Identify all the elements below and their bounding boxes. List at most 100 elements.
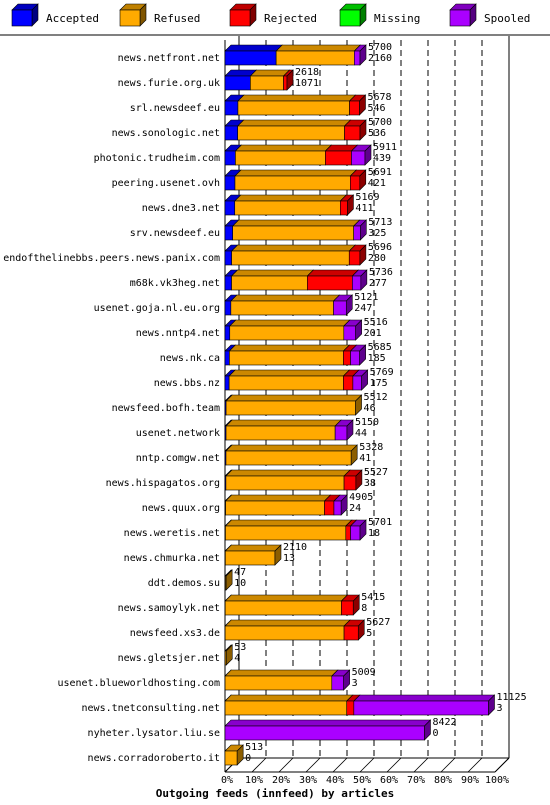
bar-accepted-label: 0: [245, 753, 251, 764]
bar-segment-accepted: [224, 375, 230, 391]
bar-segment-rejected: [349, 100, 360, 116]
bar-segment-rejected: [350, 175, 361, 191]
bar-segment-refused: [235, 150, 326, 166]
x-tick-label: 80%: [434, 775, 452, 786]
bar-accepted-label: 4: [234, 653, 240, 664]
bar-segment-spooled: [353, 700, 489, 716]
bar-segment-refused: [234, 200, 341, 216]
bar-top-refused: [237, 94, 357, 102]
bar-accepted-label: 0: [432, 728, 438, 739]
bar-segment-rejected: [346, 700, 355, 716]
bar-end-face: [360, 269, 368, 291]
bar-end-face: [364, 144, 372, 166]
bar-segment-spooled: [350, 525, 361, 541]
bar-segment-accepted: [224, 325, 231, 341]
bar-segment-accepted: [224, 225, 233, 241]
bar-segment-rejected: [343, 375, 354, 391]
bar-segment-rejected: [343, 350, 351, 366]
bar-segment-refused: [250, 75, 284, 91]
bar-top-refused: [230, 294, 341, 302]
x-tick-label: 30%: [299, 775, 317, 786]
bar-segment-refused: [225, 475, 345, 491]
row-label: newsfeed.bofh.team: [112, 403, 220, 414]
bar-segment-spooled: [343, 325, 356, 341]
bar-segment-rejected: [324, 500, 335, 516]
bar-end-face: [355, 319, 362, 341]
row-label: usenet.network: [136, 428, 220, 439]
bar-end-face: [357, 619, 365, 641]
bar-total-label: 5769: [370, 367, 394, 378]
x-tick-label: 60%: [380, 775, 398, 786]
bar-segment-accepted: [224, 275, 232, 291]
bar-end-face: [359, 244, 367, 266]
bar-segment-rejected: [340, 200, 348, 216]
row-label: endofthelinebbs.peers.news.panix.com: [3, 253, 220, 264]
bar-accepted-label: 546: [367, 103, 385, 114]
bar-end-face: [340, 494, 348, 516]
bar-total-label: 5527: [364, 467, 388, 478]
bar-accepted-label: 38: [364, 478, 376, 489]
bar-total-label: 5700: [368, 117, 392, 128]
legend-swatch-spooled: [449, 9, 471, 27]
bar-total-label: 5691: [368, 167, 392, 178]
tick-mark: [278, 757, 294, 773]
bar-total-label: 5121: [354, 292, 378, 303]
legend: Accepted Refused Rejected Missing Spooled: [0, 3, 550, 36]
bar-end-face: [236, 744, 244, 766]
bar-segment-accepted: [224, 175, 236, 191]
bar-total-label: 5700: [368, 42, 392, 53]
row-label: news.sonologic.net: [112, 128, 220, 139]
bar-segment-spooled: [333, 300, 347, 316]
bar-end-face: [286, 69, 294, 91]
x-tick-label: 50%: [353, 775, 371, 786]
bar-accepted-label: 421: [368, 178, 386, 189]
bar-top-refused: [224, 669, 339, 677]
bar-segment-spooled: [334, 425, 348, 441]
bar-segment-refused: [224, 625, 345, 641]
bar-top-refused: [225, 394, 363, 402]
chart-title: Outgoing feeds (innfeed) by articles: [156, 787, 394, 800]
bar-accepted-label: 3: [496, 703, 502, 714]
bar-segment-refused: [225, 400, 356, 416]
bar-segment-refused: [232, 225, 354, 241]
bar-segment-spooled: [350, 350, 360, 366]
bar-segment-refused: [275, 50, 355, 66]
bar-top-refused: [228, 344, 351, 352]
bar-accepted-label: 201: [364, 328, 382, 339]
bar-top-refused: [224, 694, 354, 702]
bar-top-spooled: [353, 694, 496, 702]
bar-top-refused: [224, 594, 349, 602]
bar-total-label: 5009: [352, 667, 376, 678]
row-label: news.nk.ca: [160, 353, 220, 364]
bar-total-label: 2110: [283, 542, 307, 553]
bar-segment-accepted: [224, 350, 230, 366]
bar-total-label: 4905: [349, 492, 373, 503]
bar-total-label: 5713: [368, 217, 392, 228]
legend-label-missing: Missing: [374, 12, 420, 25]
bar-top-accepted: [224, 44, 283, 52]
bar-accepted-label: 325: [368, 228, 386, 239]
bar-end-face: [355, 394, 362, 416]
row-label: news.samoylyk.net: [118, 603, 220, 614]
bar-segment-refused: [229, 350, 344, 366]
bar-segment-refused: [224, 700, 348, 716]
bar-accepted-label: 44: [355, 428, 367, 439]
bar-total-label: 53: [234, 642, 246, 653]
bar-accepted-label: 280: [368, 253, 386, 264]
x-tick-label: 70%: [407, 775, 425, 786]
bar-end-face: [359, 94, 366, 116]
plot-area: 0% 10% 20% 30% 40% 50% 60% 70% 80% 90% 100% news.ne…: [3, 36, 527, 786]
bar-segment-refused: [225, 550, 276, 566]
bar-total-label: 5415: [361, 592, 385, 603]
bar-total-label: 513: [245, 742, 263, 753]
bar-segment-accepted: [224, 250, 232, 266]
bar-top-refused: [231, 219, 361, 227]
bar-end-face: [361, 369, 368, 391]
bar-top-refused: [230, 269, 315, 277]
bar-total-label: 5736: [369, 267, 393, 278]
bar-end-face: [352, 594, 360, 616]
bar-segment-refused: [230, 300, 334, 316]
row-label: news.gletsjer.net: [118, 653, 220, 664]
bar-accepted-label: 24: [349, 503, 361, 514]
